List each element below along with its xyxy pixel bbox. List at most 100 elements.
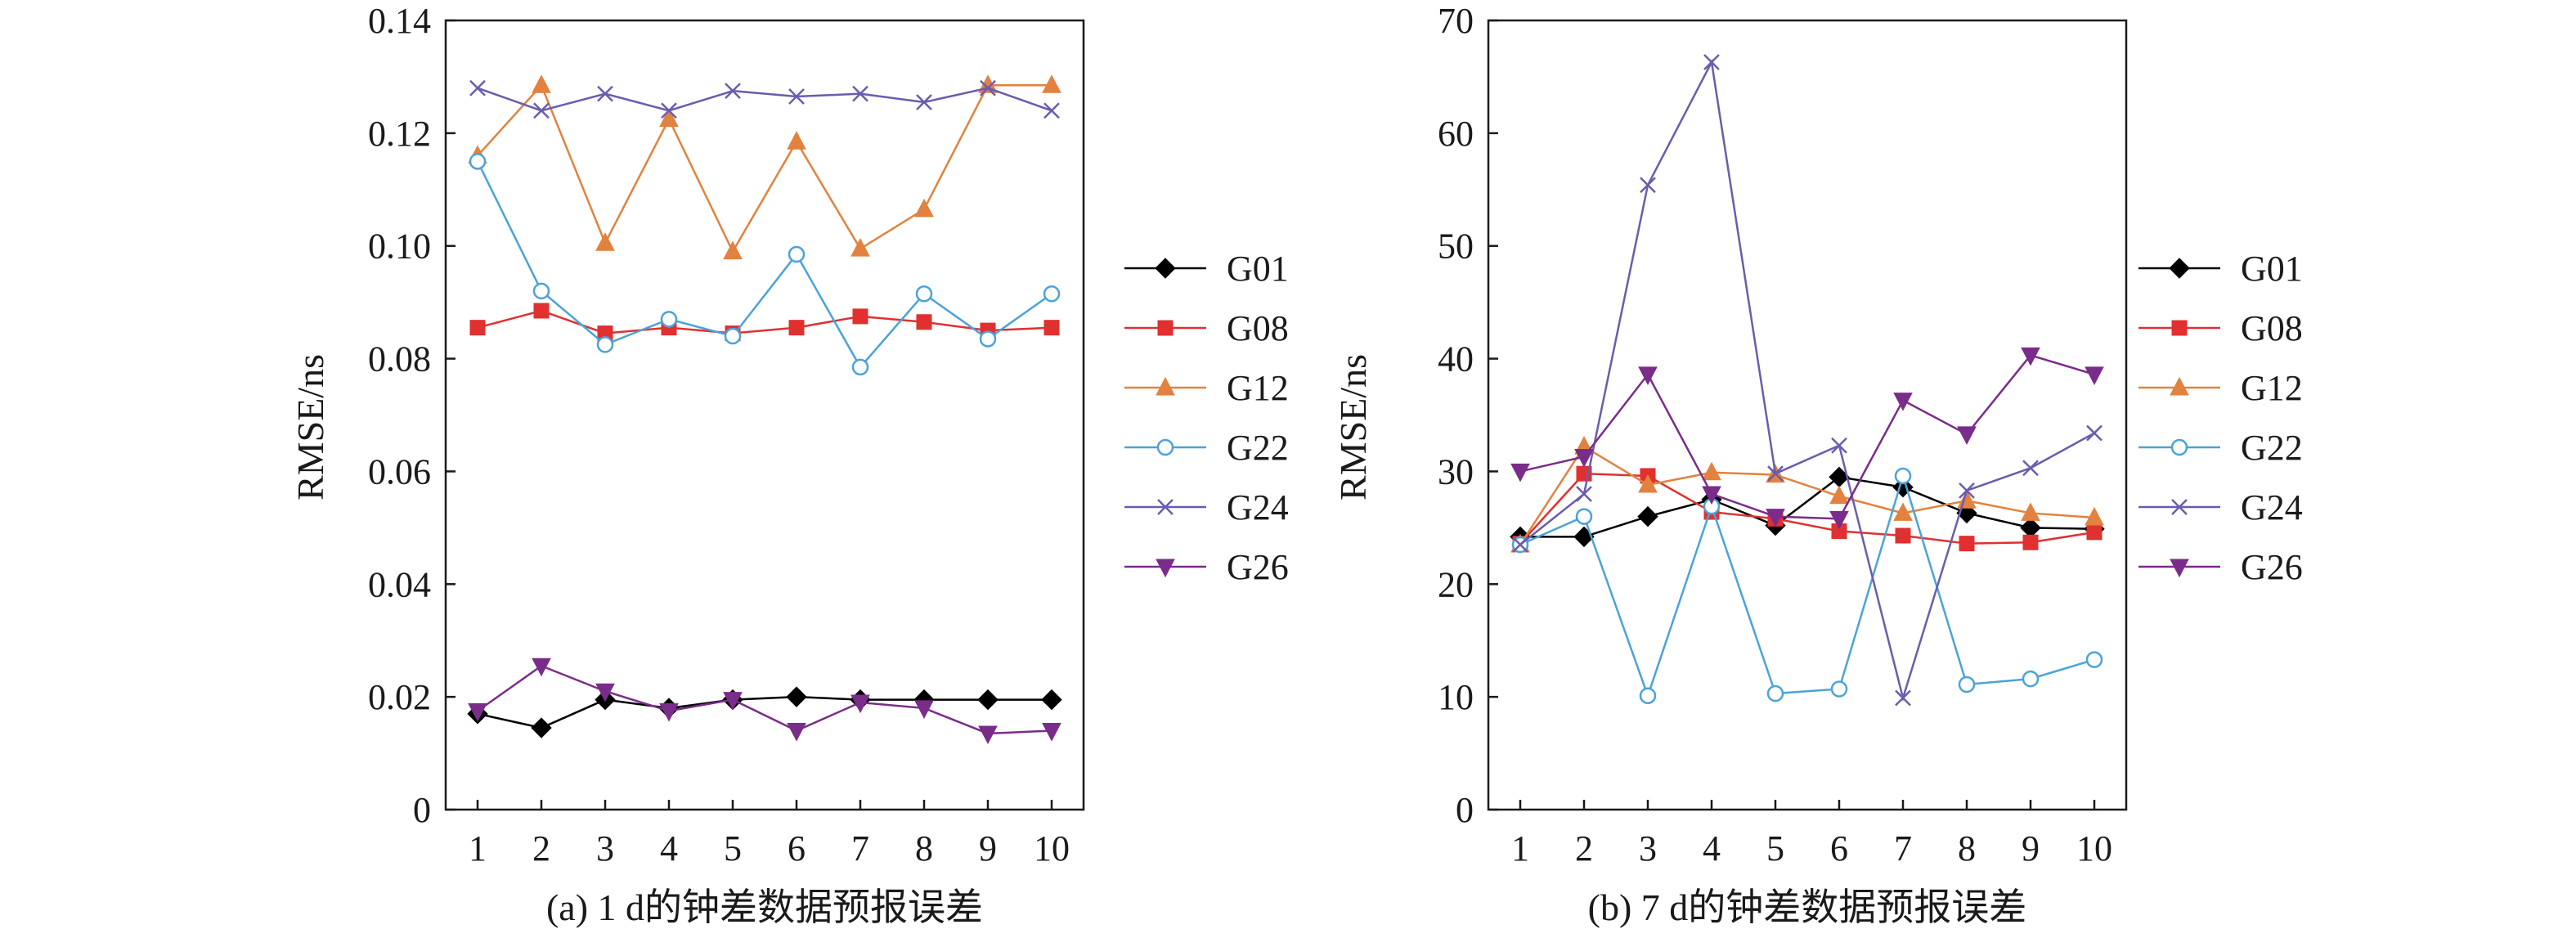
series-g24 <box>469 79 1060 119</box>
legend-marker <box>1157 499 1174 515</box>
legend-label: G26 <box>1227 547 1289 587</box>
x-tick-label: 4 <box>660 828 678 868</box>
series-g26-point <box>1574 449 1594 468</box>
y-tick-label: 0 <box>1456 790 1474 830</box>
series-g22-point <box>1894 467 1912 485</box>
series-g24-point <box>1703 54 1720 70</box>
series-g08-line <box>477 309 1052 334</box>
series-g26 <box>468 658 1061 745</box>
legend-item-g12: G12 <box>1124 368 1289 408</box>
series-g26-point <box>1957 426 1977 446</box>
series-g22-point <box>469 153 487 170</box>
legend-marker <box>2170 438 2188 456</box>
series-g08-point <box>916 314 932 330</box>
series-g24-line <box>1519 59 2095 702</box>
x-tick-label: 8 <box>1958 828 1976 868</box>
series-g12-point <box>595 232 615 251</box>
series-g24-point <box>1512 536 1528 553</box>
series-g22 <box>469 153 1061 376</box>
series-g26-line <box>1519 353 2095 520</box>
series-g12 <box>468 74 1061 260</box>
legend-item-g26: G26 <box>1124 547 1289 587</box>
series-g26-point <box>1510 463 1530 482</box>
series-g01-line <box>1520 476 2095 538</box>
series-g08-point <box>1959 536 1975 552</box>
x-tick-label: 9 <box>979 828 997 868</box>
legend-item-g26: G26 <box>2138 547 2303 587</box>
series-g12-point <box>2085 506 2104 526</box>
y-tick-label: 0.02 <box>368 677 431 717</box>
y-tick-label: 0.10 <box>368 227 431 267</box>
series-g12-point <box>1702 461 1721 481</box>
legend-label: G08 <box>2241 308 2303 348</box>
series-g24-line <box>477 87 1052 112</box>
series-g12-line <box>477 83 1052 254</box>
series-g22-point <box>1043 285 1061 303</box>
series-g26-point <box>2085 366 2104 385</box>
series-g24-point <box>469 79 486 96</box>
legend-label: G24 <box>1227 487 1289 527</box>
series-g22 <box>1511 467 2103 705</box>
legend-marker <box>1156 559 1175 578</box>
series-g22-point <box>1766 684 1784 702</box>
series-g01-point <box>2020 517 2041 539</box>
legend-label: G01 <box>1227 249 1289 289</box>
x-tick-label: 10 <box>2076 828 2112 868</box>
series-g12-point <box>1638 474 1658 493</box>
x-tick-label: 1 <box>469 828 487 868</box>
series-g08-point <box>533 303 550 319</box>
y-tick-label: 30 <box>1438 451 1474 491</box>
y-tick-label: 50 <box>1438 227 1474 267</box>
series-g26-point <box>978 725 998 745</box>
series-g22-point <box>915 285 933 303</box>
series-g12-point <box>850 238 870 257</box>
series-g01-point <box>977 689 999 711</box>
series-g01-point <box>531 717 552 738</box>
y-axis-title: RMSE/ns <box>1332 354 1374 500</box>
legend-label: G08 <box>1227 308 1289 348</box>
series-g01-point <box>1041 689 1062 711</box>
x-tick-label: 6 <box>1830 828 1848 868</box>
legend-item-g08: G08 <box>2138 308 2303 348</box>
x-tick-label: 8 <box>915 828 933 868</box>
chart-caption: (a) 1 d的钟差数据预报误差 <box>546 886 983 928</box>
y-tick-label: 40 <box>1438 339 1474 379</box>
x-tick-label: 7 <box>1894 828 1912 868</box>
series-g22-point <box>1958 675 1976 693</box>
series-g22-point <box>596 336 614 353</box>
series-g12-point <box>1829 485 1849 505</box>
series-g22-point <box>1639 687 1657 705</box>
legend-item-g01: G01 <box>1124 249 1289 289</box>
series-g24-point <box>1043 102 1060 119</box>
y-tick-label: 0.14 <box>368 1 431 41</box>
series-g01 <box>1510 466 2105 548</box>
series-g26-point <box>1042 723 1061 742</box>
x-tick-label: 10 <box>1034 828 1070 868</box>
series-g24-point <box>1767 465 1784 482</box>
x-tick-label: 9 <box>2022 828 2040 868</box>
legend-item-g01: G01 <box>2138 249 2303 289</box>
series-g26-point <box>787 723 806 742</box>
series-g24-point <box>788 88 805 105</box>
legend-marker <box>2170 559 2189 578</box>
y-tick-label: 10 <box>1438 677 1474 717</box>
y-axis-title: RMSE/ns <box>289 354 331 500</box>
x-tick-label: 5 <box>724 828 742 868</box>
series-g26-point <box>1638 366 1658 385</box>
series-g12 <box>1510 436 2104 553</box>
chart-a: 0 0.02 0.04 0.06 0.08 0.10 0.12 0.14 1 2 3 4 5 6 7 8 9 10… <box>289 1 1289 928</box>
series-g24-point <box>725 83 741 100</box>
series-g26-point <box>2021 347 2040 366</box>
series-g22-point <box>660 311 678 328</box>
series-g12-point <box>787 131 806 150</box>
series-g24-point <box>1895 689 1911 707</box>
series-g22-point <box>979 330 997 348</box>
y-tick-label: 0 <box>413 790 431 830</box>
legend-marker <box>2171 499 2188 515</box>
legend-marker <box>1157 320 1174 336</box>
x-tick-label: 2 <box>1575 828 1593 868</box>
y-tick-label: 20 <box>1438 564 1474 604</box>
chart-b: 0 10 20 30 40 50 60 70 1 2 3 4 5 6 7 8 9 10 RMSE/ns (b) 7 d… <box>1332 1 2303 928</box>
